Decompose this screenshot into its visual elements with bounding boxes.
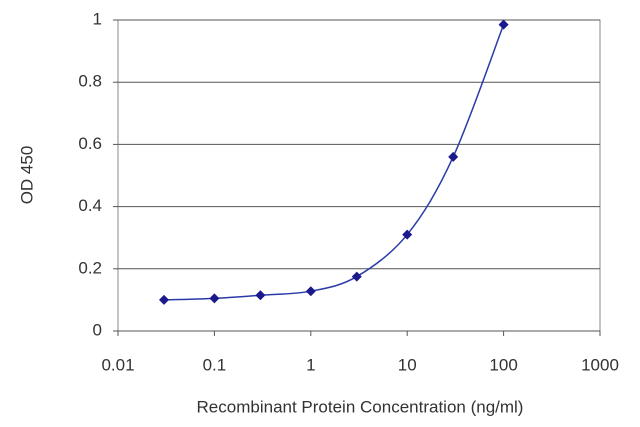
data-point (402, 229, 413, 240)
plot-area (117, 19, 601, 332)
y-tick-label: 0.8 (78, 72, 102, 91)
y-tick-label: 0.4 (78, 196, 102, 215)
x-tick-label: 10 (398, 355, 417, 374)
x-tick-label: 100 (489, 355, 517, 374)
data-point (351, 271, 362, 282)
x-tick-label: 1 (306, 355, 315, 374)
data-point (209, 293, 220, 304)
y-tick-label: 0.2 (78, 258, 102, 277)
x-tick-label: 1000 (581, 355, 619, 374)
y-tick-label: 0.6 (78, 134, 102, 153)
y-tick-label: 0 (93, 320, 102, 339)
data-point (158, 294, 169, 305)
data-point (305, 286, 316, 297)
y-tick-label: 1 (93, 9, 102, 28)
x-axis-label: Recombinant Protein Concentration (ng/ml… (197, 397, 524, 416)
x-tick-label: 0.1 (203, 355, 227, 374)
data-point (448, 151, 459, 162)
data-point (498, 19, 509, 30)
data-point (255, 290, 266, 301)
y-axis-label: OD 450 (17, 146, 36, 205)
x-tick-label: 0.01 (101, 355, 134, 374)
